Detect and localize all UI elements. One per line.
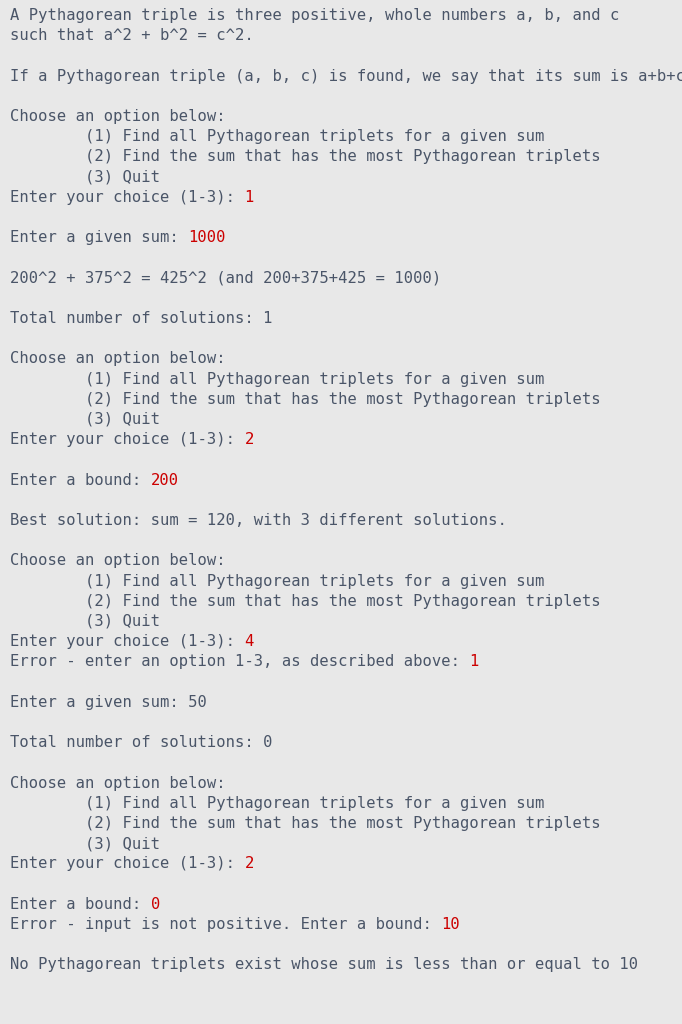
Text: Choose an option below:: Choose an option below: [10,351,226,367]
Text: (3) Quit: (3) Quit [10,837,160,851]
Text: Error - enter an option 1-3, as described above:: Error - enter an option 1-3, as describe… [10,654,469,670]
Text: (1) Find all Pythagorean triplets for a given sum: (1) Find all Pythagorean triplets for a … [10,129,544,144]
Text: Choose an option below:: Choose an option below: [10,775,226,791]
Text: (2) Find the sum that has the most Pythagorean triplets: (2) Find the sum that has the most Pytha… [10,816,601,831]
Text: 4: 4 [244,634,254,649]
Text: 0: 0 [151,897,160,911]
Text: Enter your choice (1-3):: Enter your choice (1-3): [10,634,244,649]
Text: 200^2 + 375^2 = 425^2 (and 200+375+425 = 1000): 200^2 + 375^2 = 425^2 (and 200+375+425 =… [10,270,441,286]
Text: Enter a given sum: 50: Enter a given sum: 50 [10,695,207,710]
Text: 10: 10 [441,918,460,932]
Text: Total number of solutions: 1: Total number of solutions: 1 [10,311,273,326]
Text: Enter a bound:: Enter a bound: [10,897,151,911]
Text: (2) Find the sum that has the most Pythagorean triplets: (2) Find the sum that has the most Pytha… [10,594,601,609]
Text: Error - input is not positive. Enter a bound:: Error - input is not positive. Enter a b… [10,918,441,932]
Text: 1000: 1000 [188,230,226,245]
Text: 1: 1 [244,189,254,205]
Text: (3) Quit: (3) Quit [10,170,160,184]
Text: 2: 2 [244,856,254,871]
Text: (2) Find the sum that has the most Pythagorean triplets: (2) Find the sum that has the most Pytha… [10,392,601,407]
Text: No Pythagorean triplets exist whose sum is less than or equal to 10: No Pythagorean triplets exist whose sum … [10,957,638,973]
Text: Enter your choice (1-3):: Enter your choice (1-3): [10,432,244,447]
Text: such that a^2 + b^2 = c^2.: such that a^2 + b^2 = c^2. [10,29,254,43]
Text: 2: 2 [244,432,254,447]
Text: 200: 200 [151,473,179,487]
Text: (1) Find all Pythagorean triplets for a given sum: (1) Find all Pythagorean triplets for a … [10,573,544,589]
Text: Choose an option below:: Choose an option below: [10,109,226,124]
Text: Enter a given sum:: Enter a given sum: [10,230,188,245]
Text: Enter your choice (1-3):: Enter your choice (1-3): [10,856,244,871]
Text: If a Pythagorean triple (a, b, c) is found, we say that its sum is a+b+c.: If a Pythagorean triple (a, b, c) is fou… [10,69,682,84]
Text: 1: 1 [469,654,479,670]
Text: (3) Quit: (3) Quit [10,412,160,427]
Text: (2) Find the sum that has the most Pythagorean triplets: (2) Find the sum that has the most Pytha… [10,150,601,165]
Text: (3) Quit: (3) Quit [10,614,160,629]
Text: Best solution: sum = 120, with 3 different solutions.: Best solution: sum = 120, with 3 differe… [10,513,507,528]
Text: A Pythagorean triple is three positive, whole numbers a, b, and c: A Pythagorean triple is three positive, … [10,8,619,23]
Text: (1) Find all Pythagorean triplets for a given sum: (1) Find all Pythagorean triplets for a … [10,372,544,387]
Text: Enter a bound:: Enter a bound: [10,473,151,487]
Text: Total number of solutions: 0: Total number of solutions: 0 [10,735,273,751]
Text: Choose an option below:: Choose an option below: [10,553,226,568]
Text: Enter your choice (1-3):: Enter your choice (1-3): [10,189,244,205]
Text: (1) Find all Pythagorean triplets for a given sum: (1) Find all Pythagorean triplets for a … [10,796,544,811]
